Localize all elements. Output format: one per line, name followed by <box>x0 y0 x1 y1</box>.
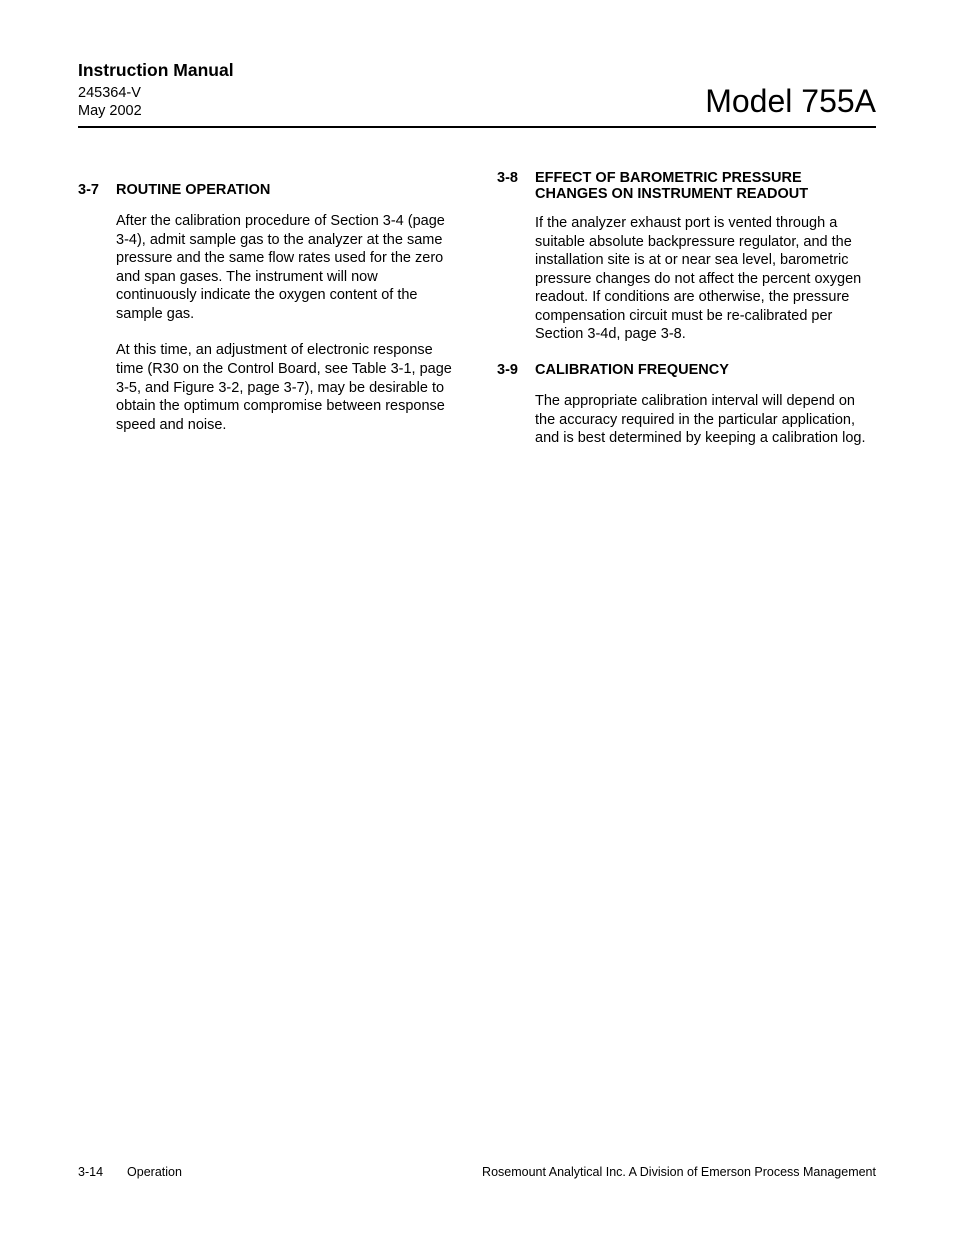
document-date: May 2002 <box>78 102 234 120</box>
paragraph: The appropriate calibration interval wil… <box>535 392 876 448</box>
section-title: CALIBRATION FREQUENCY <box>535 362 876 378</box>
section-heading-3-8: 3-8 EFFECT OF BAROMETRIC PRESSURE CHANGE… <box>497 170 876 202</box>
paragraph: At this time, an adjustment of electroni… <box>116 341 457 434</box>
left-column-spacer <box>78 170 457 182</box>
paragraph: After the calibration procedure of Secti… <box>116 212 457 323</box>
section-title: ROUTINE OPERATION <box>116 182 457 198</box>
document-number: 245364-V <box>78 84 234 102</box>
footer-left: 3-14 Operation <box>78 1165 182 1179</box>
section-number: 3-9 <box>497 362 535 378</box>
section-number: 3-7 <box>78 182 116 198</box>
content-columns: 3-7 ROUTINE OPERATION After the calibrat… <box>78 170 876 447</box>
footer-section-name: Operation <box>127 1165 182 1179</box>
page-container: Instruction Manual 245364-V May 2002 Mod… <box>0 0 954 1235</box>
right-column: 3-8 EFFECT OF BAROMETRIC PRESSURE CHANGE… <box>497 170 876 447</box>
left-column: 3-7 ROUTINE OPERATION After the calibrat… <box>78 170 457 447</box>
manual-title: Instruction Manual <box>78 60 234 82</box>
footer-page-number: 3-14 <box>78 1165 103 1179</box>
section-heading-3-9: 3-9 CALIBRATION FREQUENCY <box>497 362 876 378</box>
section-number: 3-8 <box>497 170 535 202</box>
page-footer: 3-14 Operation Rosemount Analytical Inc.… <box>78 1165 876 1179</box>
model-title: Model 755A <box>705 83 876 120</box>
header-left-block: Instruction Manual 245364-V May 2002 <box>78 60 234 120</box>
paragraph: If the analyzer exhaust port is vented t… <box>535 214 876 344</box>
footer-company: Rosemount Analytical Inc. A Division of … <box>482 1165 876 1179</box>
page-header: Instruction Manual 245364-V May 2002 Mod… <box>78 60 876 128</box>
section-title: EFFECT OF BAROMETRIC PRESSURE CHANGES ON… <box>535 170 876 202</box>
section-heading-3-7: 3-7 ROUTINE OPERATION <box>78 182 457 198</box>
